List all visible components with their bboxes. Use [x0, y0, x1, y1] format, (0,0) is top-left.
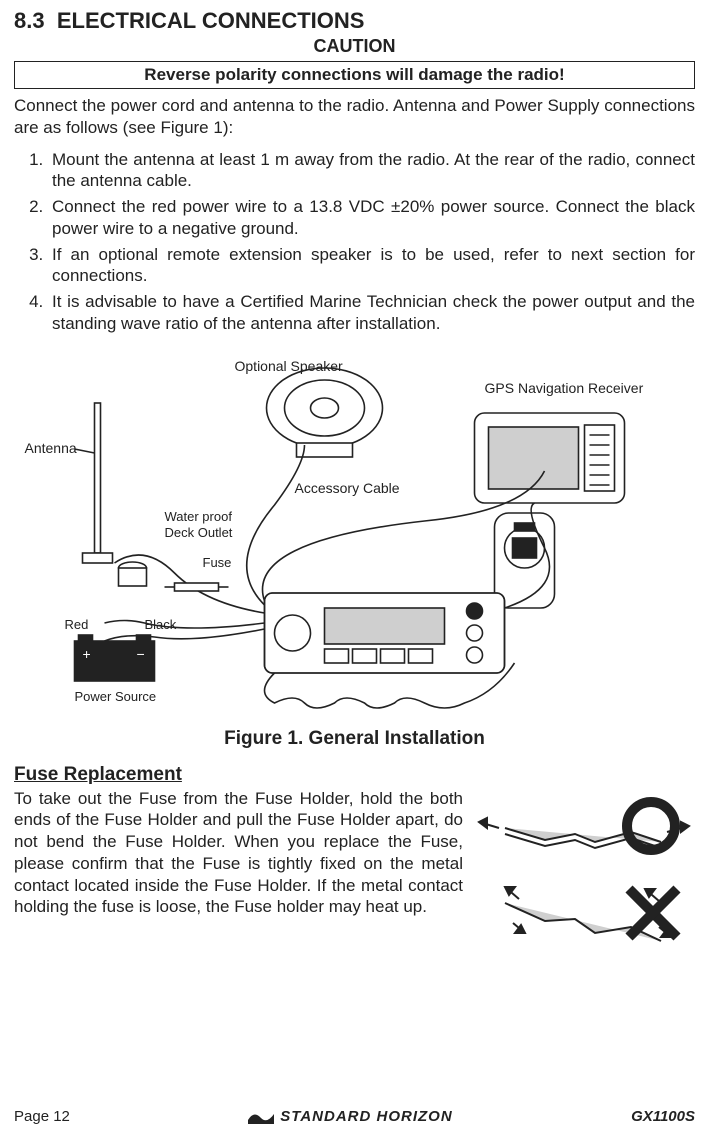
accessory-cable-label: Accessory Cable: [295, 480, 400, 496]
step-item: Mount the antenna at least 1 m away from…: [48, 149, 695, 193]
power-source-label: Power Source: [75, 689, 157, 704]
section-heading: ELECTRICAL CONNECTIONS: [57, 8, 365, 33]
optional-speaker-label: Optional Speaker: [235, 358, 344, 374]
fuse-holder-diagram: [475, 788, 695, 948]
installation-diagram: Antenna Optional Speaker GPS Navigation …: [14, 353, 695, 713]
brand-logo: STANDARD HORIZON: [248, 1108, 452, 1125]
antenna-label: Antenna: [25, 440, 77, 456]
brand-text: STANDARD HORIZON: [280, 1108, 452, 1125]
page: 8.3 ELECTRICAL CONNECTIONS CAUTION Rever…: [0, 0, 709, 1135]
warning-box: Reverse polarity connections will damage…: [14, 61, 695, 89]
black-wire-label: Black: [145, 617, 177, 632]
fuse-body-text: To take out the Fuse from the Fuse Holde…: [14, 788, 463, 919]
step-item: Connect the red power wire to a 13.8 VDC…: [48, 196, 695, 240]
waterproof-label-line2: Deck Outlet: [165, 525, 233, 540]
red-wire-label: Red: [65, 617, 89, 632]
fuse-section: To take out the Fuse from the Fuse Holde…: [14, 788, 695, 948]
step-item: It is advisable to have a Certified Mari…: [48, 291, 695, 335]
battery-minus: −: [137, 646, 145, 662]
fuse-replacement-heading: Fuse Replacement: [14, 764, 695, 786]
page-number: Page 12: [14, 1108, 70, 1125]
section-title: 8.3 ELECTRICAL CONNECTIONS: [14, 8, 695, 34]
intro-paragraph: Connect the power cord and antenna to th…: [14, 95, 695, 139]
page-footer: Page 12 STANDARD HORIZON GX1100S: [14, 1108, 695, 1125]
battery-plus: +: [83, 646, 91, 662]
waterproof-label-line1: Water proof: [165, 509, 233, 524]
caution-label: CAUTION: [14, 36, 695, 57]
figure-caption: Figure 1. General Installation: [14, 728, 695, 750]
steps-list: Mount the antenna at least 1 m away from…: [14, 149, 695, 335]
fuse-label: Fuse: [203, 555, 232, 570]
brand-icon: [248, 1110, 274, 1124]
section-number: 8.3: [14, 8, 45, 33]
gps-receiver-label: GPS Navigation Receiver: [485, 380, 644, 396]
step-item: If an optional remote extension speaker …: [48, 244, 695, 288]
model-number: GX1100S: [631, 1108, 695, 1125]
